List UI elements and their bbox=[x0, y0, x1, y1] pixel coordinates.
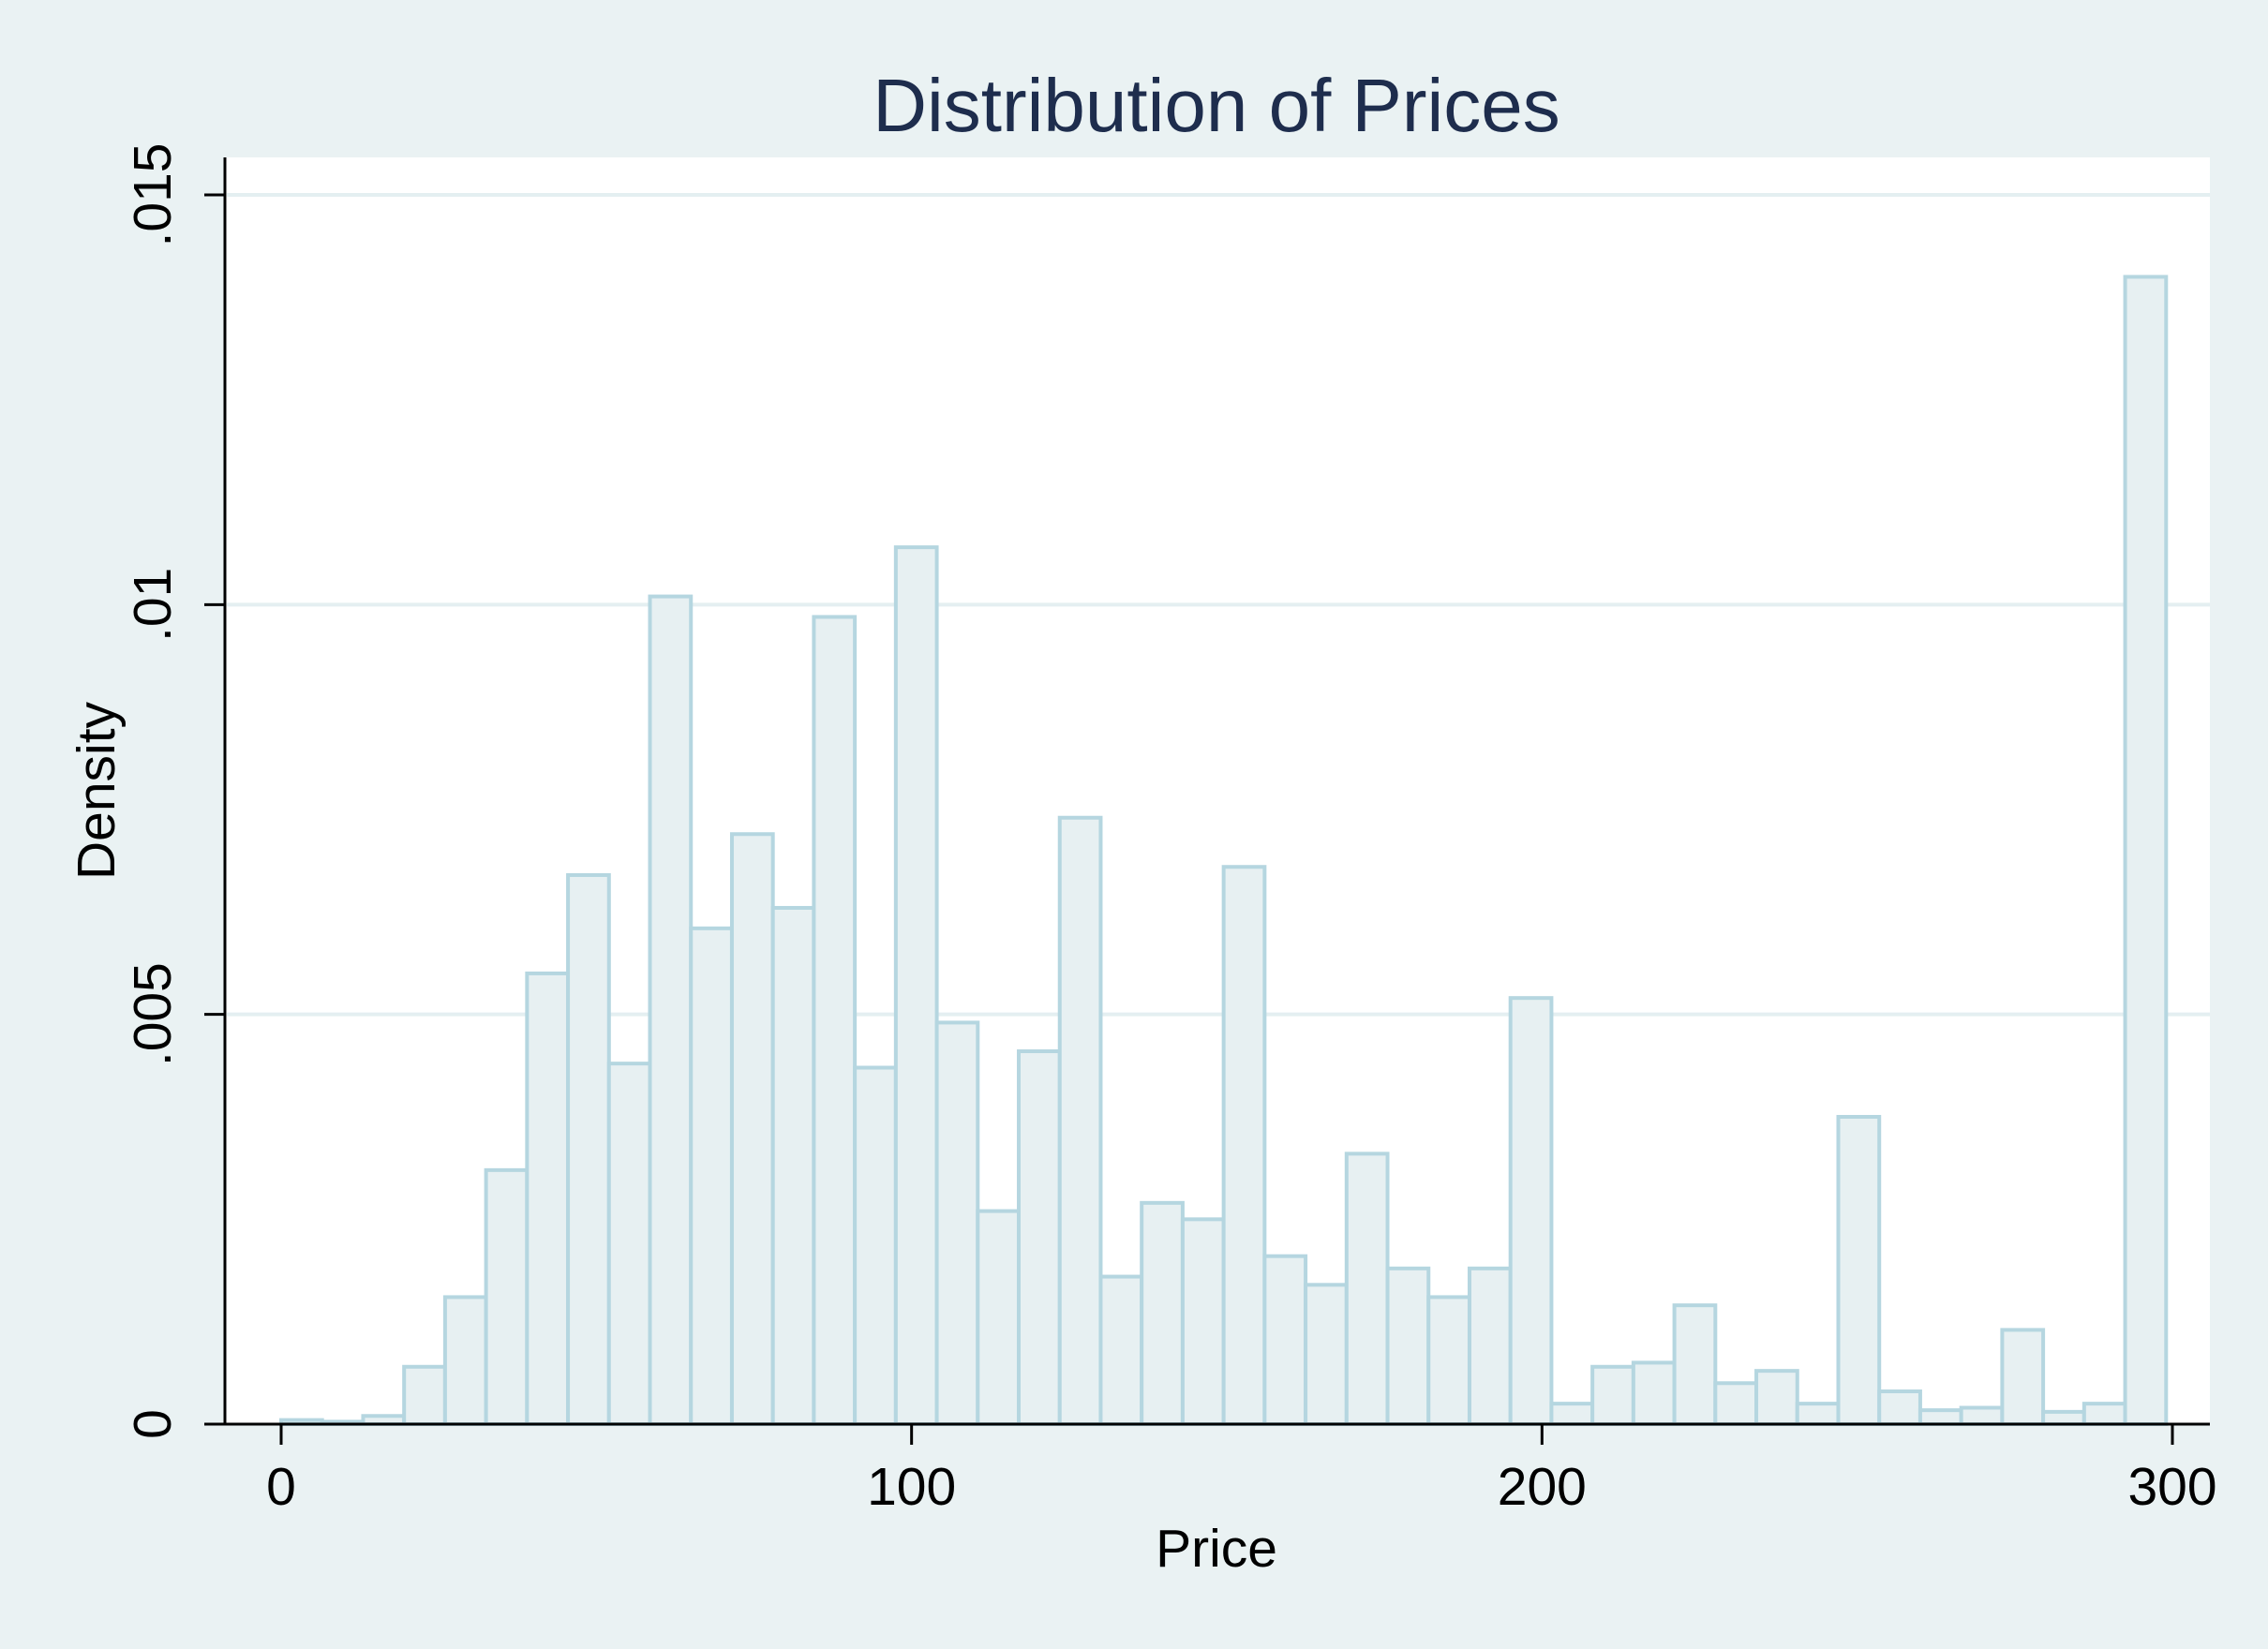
bar-28 bbox=[1426, 1295, 1471, 1426]
histogram-bars bbox=[279, 275, 2169, 1427]
bar-5 bbox=[484, 1167, 530, 1427]
x-tick-label-2: 200 bbox=[1498, 1457, 1587, 1517]
bar-26 bbox=[1344, 1151, 1390, 1426]
y-tick-label-0: 0 bbox=[123, 1409, 183, 1439]
axes bbox=[223, 157, 2210, 1426]
bar-9 bbox=[648, 594, 694, 1426]
bar-3 bbox=[402, 1364, 447, 1426]
bar-16 bbox=[934, 1020, 980, 1426]
bar-13 bbox=[812, 615, 858, 1426]
bar-17 bbox=[976, 1209, 1022, 1426]
bar-32 bbox=[1590, 1364, 1635, 1426]
bar-35 bbox=[1713, 1381, 1759, 1427]
bar-22 bbox=[1180, 1217, 1226, 1427]
bar-12 bbox=[770, 905, 816, 1426]
bar-18 bbox=[1017, 1049, 1062, 1426]
chart-title: Distribution of Prices bbox=[873, 64, 1560, 147]
bar-20 bbox=[1098, 1274, 1144, 1427]
bar-34 bbox=[1672, 1303, 1718, 1427]
ticks: 0 .005 .01 .015 0 100 200 300 bbox=[123, 143, 2217, 1517]
x-axis-title: Price bbox=[1156, 1519, 1277, 1579]
bar-36 bbox=[1754, 1369, 1799, 1426]
bar-30 bbox=[1508, 996, 1554, 1426]
bar-31 bbox=[1549, 1402, 1595, 1426]
bar-33 bbox=[1631, 1360, 1677, 1427]
bar-7 bbox=[566, 872, 611, 1426]
bar-39 bbox=[1877, 1389, 1922, 1426]
bar-38 bbox=[1836, 1115, 1882, 1426]
bar-42 bbox=[2000, 1328, 2046, 1426]
y-tick-label-3: .015 bbox=[123, 143, 183, 247]
bar-11 bbox=[729, 832, 775, 1426]
y-tick-label-1: .005 bbox=[123, 962, 183, 1066]
bar-40 bbox=[1917, 1408, 1963, 1426]
bar-14 bbox=[853, 1065, 898, 1427]
bar-6 bbox=[525, 971, 571, 1427]
bar-24 bbox=[1262, 1254, 1308, 1427]
bar-21 bbox=[1140, 1200, 1185, 1426]
bar-37 bbox=[1795, 1402, 1841, 1426]
bar-29 bbox=[1467, 1266, 1513, 1427]
bar-19 bbox=[1057, 815, 1103, 1426]
bar-4 bbox=[442, 1295, 488, 1426]
bar-44 bbox=[2081, 1402, 2127, 1426]
bar-41 bbox=[1959, 1405, 2005, 1427]
bar-8 bbox=[606, 1062, 652, 1426]
bar-15 bbox=[893, 545, 939, 1426]
y-tick-label-2: .01 bbox=[123, 568, 183, 642]
bar-10 bbox=[689, 926, 734, 1426]
bar-45 bbox=[2123, 275, 2169, 1426]
bar-27 bbox=[1385, 1266, 1431, 1427]
bar-43 bbox=[2041, 1409, 2086, 1427]
x-tick-label-3: 300 bbox=[2127, 1457, 2216, 1517]
bar-23 bbox=[1221, 865, 1267, 1426]
x-tick-label-0: 0 bbox=[266, 1457, 296, 1517]
bar-25 bbox=[1304, 1283, 1349, 1426]
y-axis-title: Density bbox=[67, 701, 127, 880]
x-tick-label-1: 100 bbox=[867, 1457, 956, 1517]
